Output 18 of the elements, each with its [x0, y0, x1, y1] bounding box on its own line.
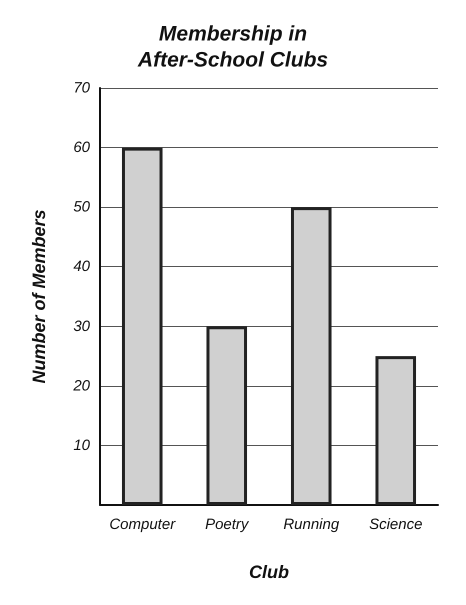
x-tick-label: Poetry [205, 516, 250, 533]
y-tick-label: 10 [73, 436, 91, 454]
chart-title: Membership in After-School Clubs [136, 22, 328, 72]
bar [375, 356, 416, 505]
bar [122, 148, 163, 505]
y-tick-label: 70 [73, 80, 91, 96]
y-tick-label: 60 [73, 139, 91, 156]
y-tick-label: 40 [73, 258, 91, 276]
x-tick-label: Science [369, 516, 422, 533]
y-axis-title: Number of Members [29, 209, 49, 384]
y-tick-label: 20 [72, 377, 91, 394]
bar [290, 207, 332, 505]
x-tick-label: Running [283, 516, 340, 533]
x-axis-title: Club [249, 562, 289, 582]
y-tick-label: 50 [73, 198, 91, 216]
x-tick-label: Computer [109, 516, 176, 533]
bar [206, 326, 248, 505]
y-tick-label: 30 [73, 318, 91, 335]
